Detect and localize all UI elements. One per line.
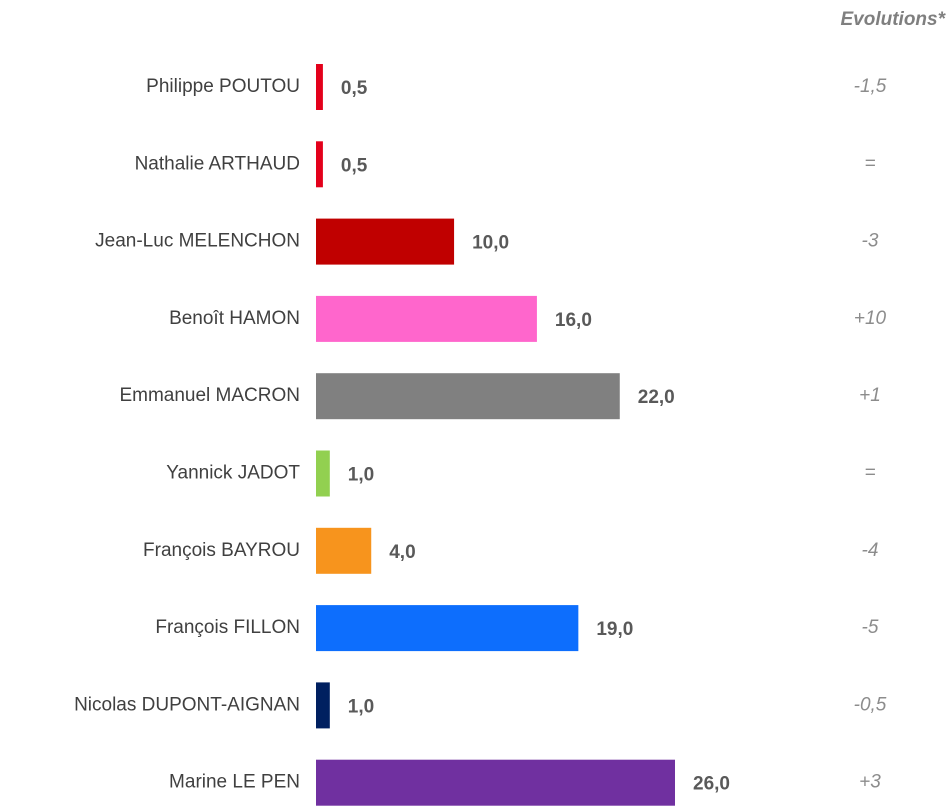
- category-label: François FILLON: [155, 617, 300, 638]
- bar: [316, 605, 579, 652]
- evolution-label: =: [864, 153, 875, 174]
- value-label: 19,0: [596, 619, 633, 640]
- category-label: Yannick JADOT: [166, 463, 300, 484]
- evolution-label: -1,5: [854, 76, 887, 97]
- bar: [316, 759, 675, 806]
- category-label: Marine LE PEN: [169, 772, 300, 793]
- category-label: Jean-Luc MELENCHON: [95, 231, 300, 252]
- evolution-label: -4: [862, 540, 879, 561]
- category-label: Philippe POUTOU: [146, 76, 300, 97]
- evolution-label: -0,5: [854, 694, 887, 715]
- evolution-label: +3: [859, 772, 881, 793]
- bar: [316, 450, 330, 497]
- value-label: 22,0: [638, 387, 675, 408]
- value-label: 0,5: [341, 78, 368, 99]
- category-label: François BAYROU: [143, 540, 300, 561]
- value-label: 4,0: [389, 542, 415, 563]
- value-label: 1,0: [348, 465, 374, 486]
- evolution-label: -3: [862, 231, 879, 252]
- bar: [316, 682, 330, 729]
- bar: [316, 64, 323, 110]
- value-label: 10,0: [472, 233, 509, 254]
- bar: [316, 527, 372, 574]
- evolutions-title: Evolutions*: [840, 9, 946, 30]
- category-label: Emmanuel MACRON: [119, 385, 300, 406]
- value-label: 16,0: [555, 310, 592, 331]
- bar: [316, 141, 323, 188]
- bar: [316, 373, 620, 420]
- evolution-label: =: [864, 463, 875, 484]
- evolution-label: -5: [862, 617, 879, 638]
- bar: [316, 218, 455, 265]
- value-label: 26,0: [693, 774, 730, 795]
- evolution-label: +10: [854, 308, 887, 329]
- value-label: 1,0: [348, 696, 374, 717]
- value-label: 0,5: [341, 155, 368, 176]
- bar: [316, 295, 537, 342]
- category-label: Nicolas DUPONT-AIGNAN: [74, 694, 300, 715]
- category-label: Benoît HAMON: [169, 308, 300, 329]
- category-label: Nathalie ARTHAUD: [135, 153, 300, 174]
- evolution-label: +1: [859, 385, 881, 406]
